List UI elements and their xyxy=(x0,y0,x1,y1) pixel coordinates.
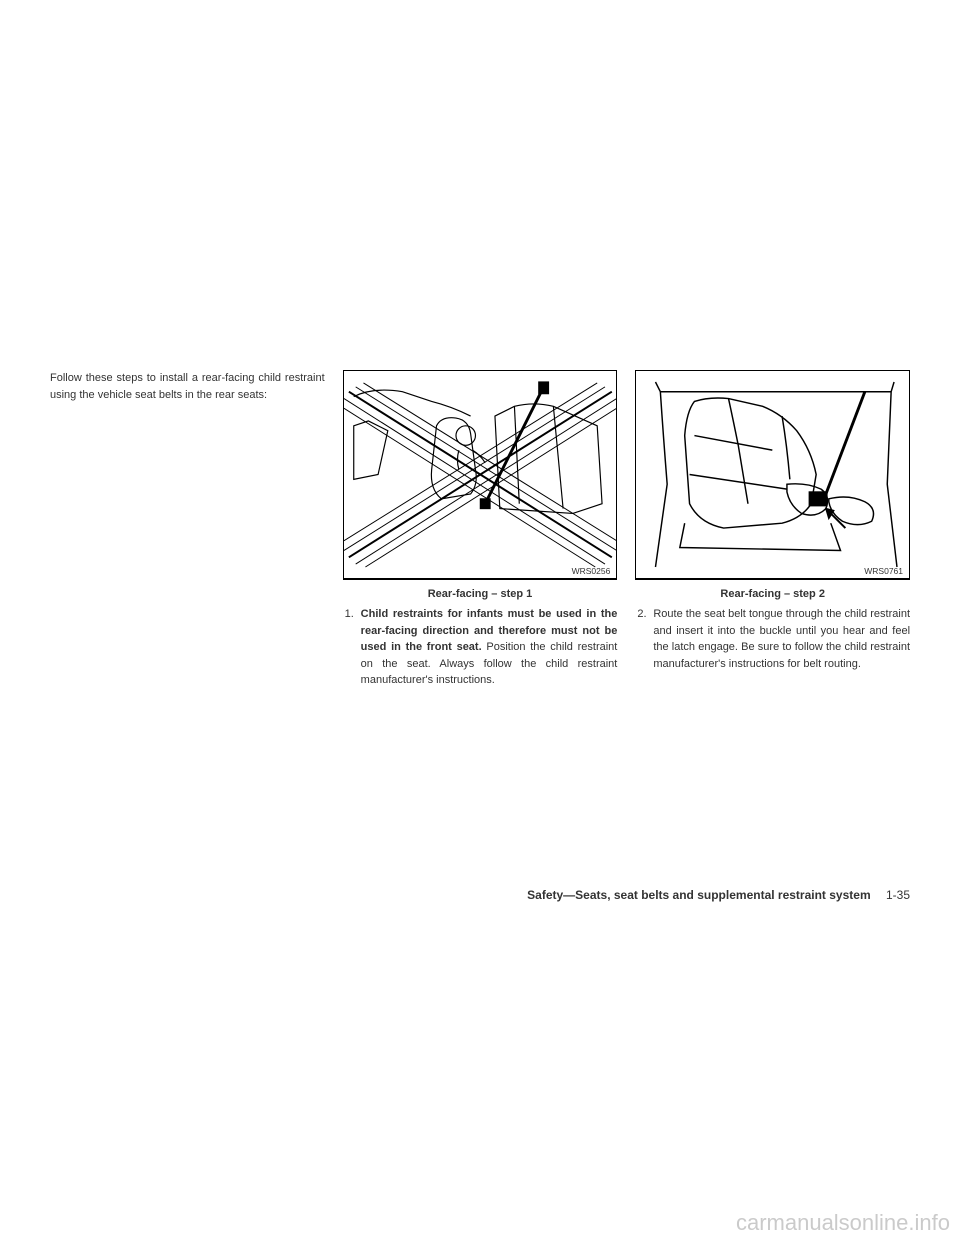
step-1-num: 1. xyxy=(345,606,361,623)
figure-1-svg xyxy=(344,371,617,578)
footer-page: 1-35 xyxy=(886,888,910,902)
columns: Follow these steps to install a rear-fac… xyxy=(50,370,910,689)
footer-section: Safety—Seats, seat belts and supplementa… xyxy=(527,888,870,902)
figure-2-code: WRS0761 xyxy=(864,566,907,576)
page-footer: Safety—Seats, seat belts and supplementa… xyxy=(527,888,910,902)
figure-1-caption: Rear-facing – step 1 xyxy=(343,588,618,600)
figure-1-box: WRS0256 xyxy=(343,370,618,580)
column-2: WRS0256 Rear-facing – step 1 1.Child res… xyxy=(343,370,618,689)
figure-2-caption: Rear-facing – step 2 xyxy=(635,588,910,600)
watermark: carmanualsonline.info xyxy=(736,1210,950,1236)
step-2-text: Route the seat belt tongue through the c… xyxy=(653,608,910,670)
figure-1-code: WRS0256 xyxy=(572,566,615,576)
column-3: WRS0761 Rear-facing – step 2 2.Route the… xyxy=(635,370,910,689)
page-container: Follow these steps to install a rear-fac… xyxy=(0,0,960,1242)
figure-2-svg xyxy=(636,371,909,578)
column-1: Follow these steps to install a rear-fac… xyxy=(50,370,325,689)
figure-2-box: WRS0761 xyxy=(635,370,910,580)
step-2-num: 2. xyxy=(637,606,653,623)
step-2: 2.Route the seat belt tongue through the… xyxy=(635,606,910,672)
intro-text: Follow these steps to install a rear-fac… xyxy=(50,370,325,403)
step-1: 1.Child restraints for infants must be u… xyxy=(343,606,618,689)
